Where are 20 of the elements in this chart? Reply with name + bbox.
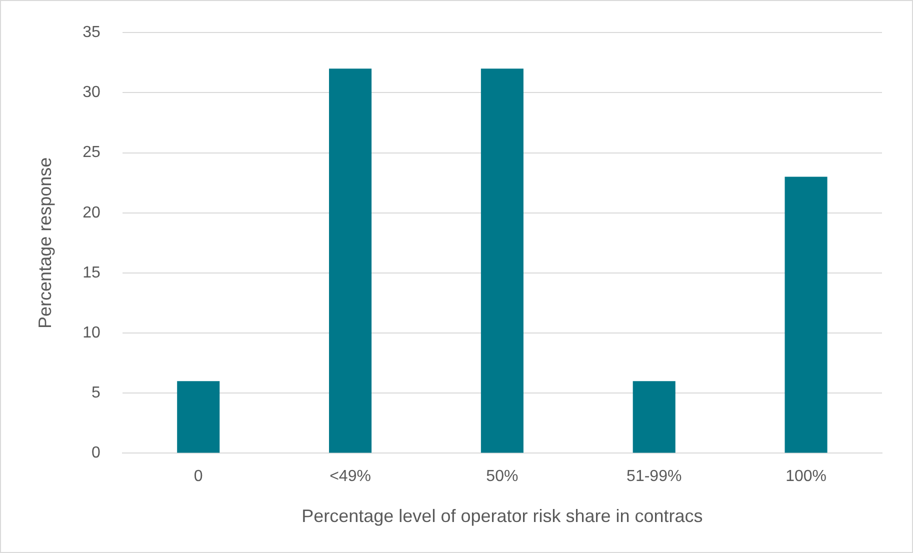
bar	[329, 68, 372, 453]
bar	[632, 381, 676, 453]
bar	[177, 381, 220, 453]
y-tick-label: 10	[82, 324, 100, 342]
y-tick-label: 25	[82, 144, 100, 162]
y-tick-label: 35	[82, 24, 100, 42]
x-tick-label: 50%	[486, 468, 518, 486]
y-axis-title: Percentage response	[34, 157, 55, 328]
x-tick-label: 51-99%	[626, 468, 682, 486]
y-tick-label: 0	[91, 444, 100, 462]
x-tick-label: 0	[194, 468, 203, 486]
x-tick-label: 100%	[786, 468, 826, 486]
x-tick-label: <49%	[330, 468, 371, 486]
bar	[784, 176, 828, 453]
x-axis-title: Percentage level of operator risk share in contracs	[302, 506, 703, 526]
bar	[480, 68, 524, 453]
y-tick-label: 5	[91, 384, 100, 402]
y-tick-label: 20	[82, 204, 100, 222]
y-tick-label: 30	[82, 84, 100, 102]
y-tick-label: 15	[82, 264, 100, 282]
